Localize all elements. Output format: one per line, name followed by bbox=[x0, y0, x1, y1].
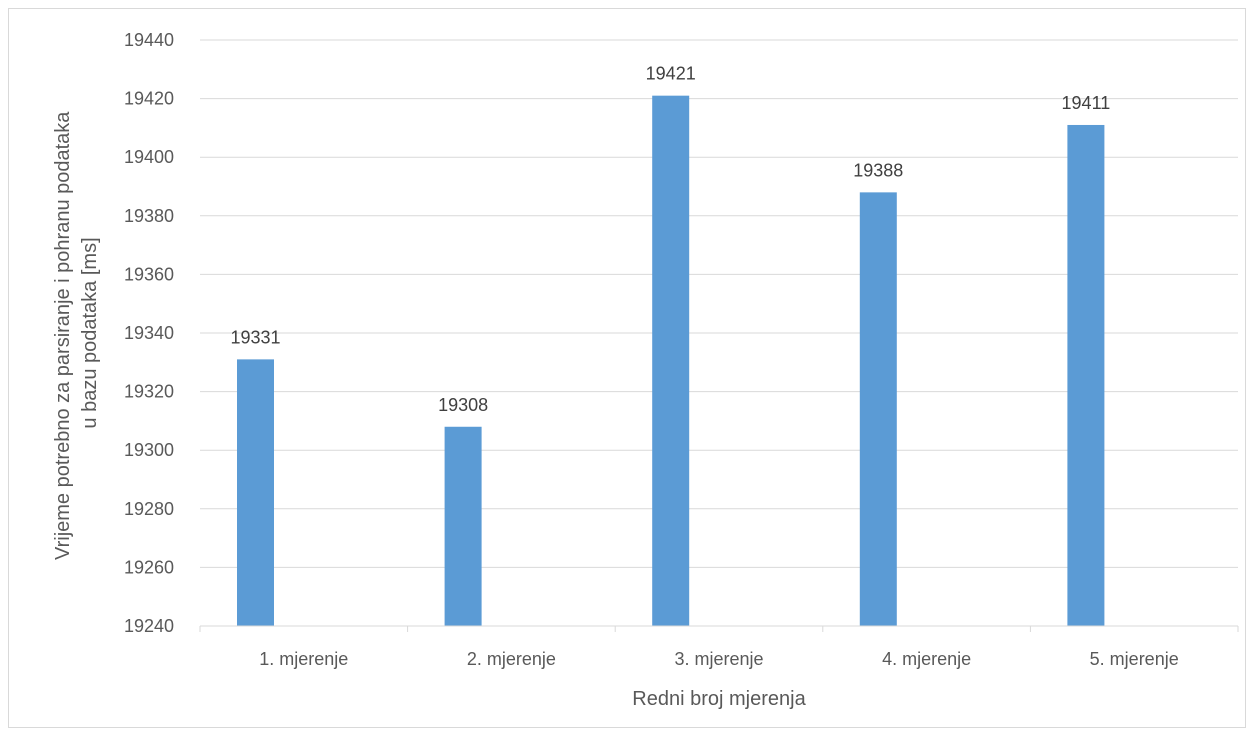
y-tick-label: 19400 bbox=[124, 147, 174, 167]
y-tick-label: 19440 bbox=[124, 30, 174, 50]
data-labels: 19331 19308 19421 19388 19411 bbox=[230, 64, 1110, 415]
y-axis-title-line-1: Vrijeme potrebno za parsiranje i pohranu… bbox=[52, 111, 74, 560]
data-label: 19388 bbox=[853, 160, 903, 180]
y-tick-label: 19260 bbox=[124, 557, 174, 577]
y-axis-title-line-2: u bazu podataka [ms] bbox=[79, 237, 101, 428]
y-tick-label: 19360 bbox=[124, 264, 174, 284]
y-tick-label: 19340 bbox=[124, 323, 174, 343]
bar bbox=[237, 359, 274, 626]
y-tick-label: 19380 bbox=[124, 206, 174, 226]
y-tick-label: 19420 bbox=[124, 89, 174, 109]
bar bbox=[444, 426, 482, 626]
x-tick-label: 5. mjerenje bbox=[1090, 649, 1179, 669]
y-tick-label: 19300 bbox=[124, 440, 174, 460]
x-tick-label: 3. mjerenje bbox=[674, 649, 763, 669]
data-label: 19421 bbox=[646, 64, 696, 84]
axes bbox=[199, 625, 1239, 632]
bar bbox=[652, 95, 690, 627]
data-label: 19331 bbox=[230, 327, 280, 347]
data-label: 19411 bbox=[1062, 93, 1111, 113]
x-tick-label: 2. mjerenje bbox=[467, 649, 556, 669]
y-tick-labels: 19240 19260 19280 19300 19320 19340 19360 19380… bbox=[124, 30, 174, 636]
x-tick-label: 4. mjerenje bbox=[882, 649, 971, 669]
gridlines bbox=[200, 39, 1238, 568]
y-axis-title: Vrijeme potrebno za parsiranje i pohranu… bbox=[52, 106, 101, 560]
chart-frame bbox=[8, 8, 1246, 728]
data-label: 19308 bbox=[438, 395, 488, 415]
x-tick-label: 1. mjerenje bbox=[259, 649, 348, 669]
bar bbox=[1067, 124, 1105, 626]
x-axis-title: Redni broj mjerenja bbox=[632, 688, 806, 710]
x-tick-labels: 1. mjerenje 2. mjerenje 3. mjerenje 4. mjer… bbox=[259, 649, 1178, 669]
bar bbox=[859, 192, 897, 627]
y-tick-label: 19280 bbox=[124, 499, 174, 519]
y-tick-label: 19320 bbox=[124, 382, 174, 402]
bars bbox=[237, 95, 1105, 627]
y-tick-label: 19240 bbox=[124, 616, 174, 636]
